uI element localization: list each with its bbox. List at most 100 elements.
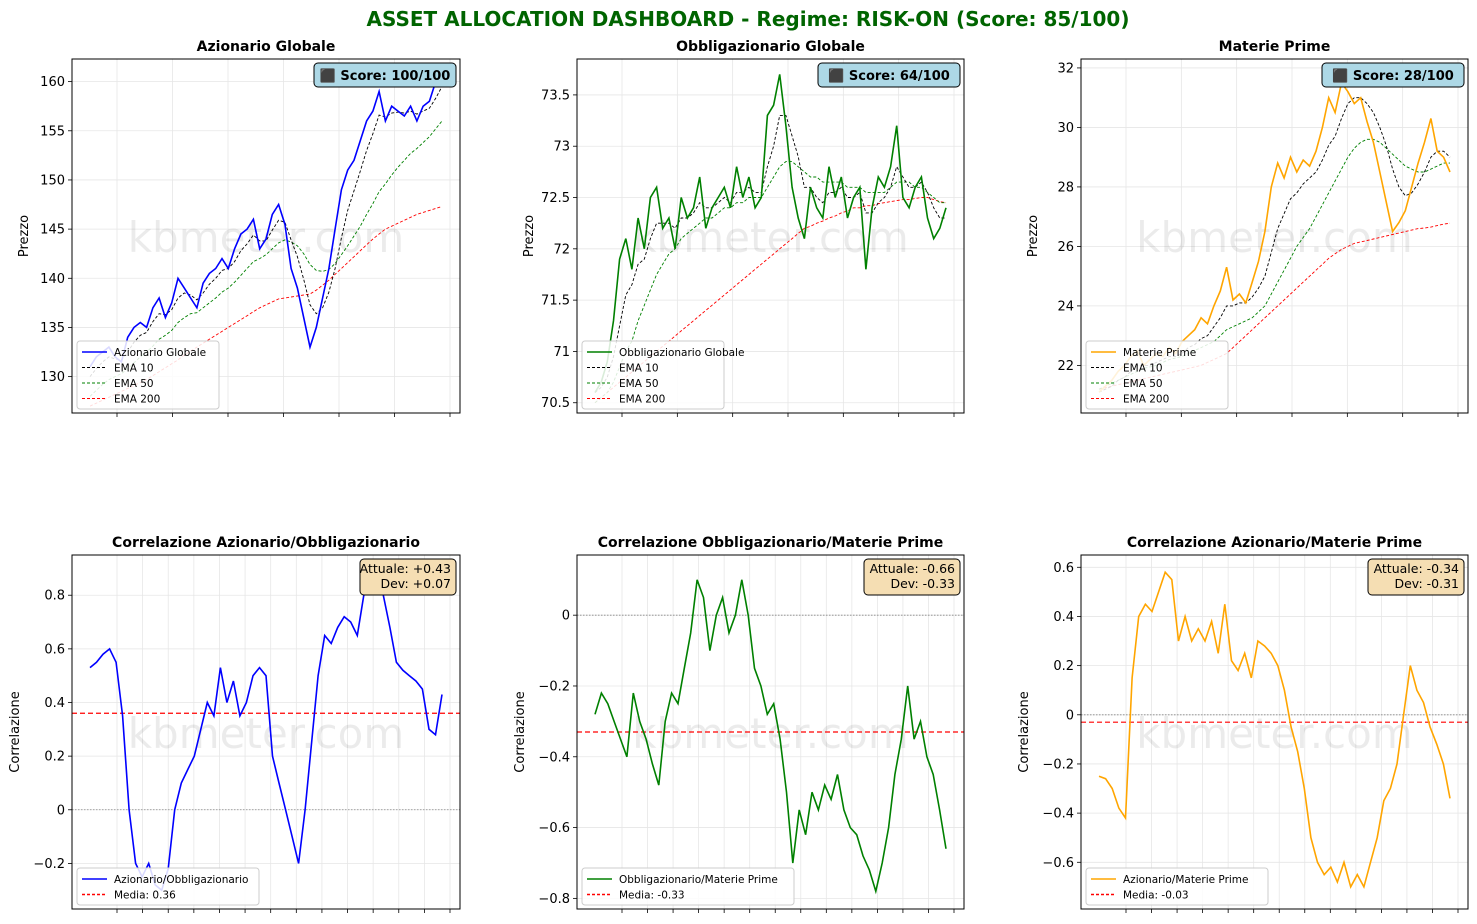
plot-frame — [576, 58, 965, 414]
correlation-info-box — [1367, 558, 1465, 596]
y-tick-label: 72.5 — [541, 191, 570, 206]
series-line — [594, 114, 946, 393]
legend-label: EMA 200 — [619, 394, 665, 406]
legend-label: Azionario/Materie Prime — [1123, 874, 1249, 886]
y-tick-label: 72 — [553, 242, 570, 257]
correlation-info-box — [359, 558, 457, 596]
score-badge-text: ⬛ Score: 100/100 — [320, 68, 451, 84]
y-tick-label: 0.8 — [44, 589, 65, 604]
series-line — [594, 74, 947, 393]
plot-frame — [576, 554, 965, 910]
y-tick-label: 71.5 — [541, 294, 570, 309]
plot-frame — [71, 554, 461, 910]
y-axis-label: Prezzo — [17, 215, 32, 257]
y-tick-label: 22 — [1057, 359, 1074, 374]
y-tick-label: 24 — [1057, 299, 1074, 314]
legend-box — [76, 340, 220, 410]
plot-frame — [1080, 554, 1469, 910]
chart-title: Correlazione Azionario/Materie Prime — [1127, 535, 1422, 551]
y-tick-label: 135 — [40, 321, 65, 336]
correlation-info-text: Dev: +0.07 — [380, 576, 451, 591]
chart-title: Azionario Globale — [197, 39, 336, 55]
y-axis-label: Prezzo — [1026, 215, 1041, 257]
legend-label: EMA 50 — [619, 378, 659, 390]
chart-title: Correlazione Azionario/Obbligazionario — [112, 535, 420, 551]
legend-label: EMA 50 — [114, 378, 154, 390]
y-axis-label: Prezzo — [522, 215, 537, 257]
legend-label: Azionario Globale — [114, 347, 206, 359]
y-tick-label: 0 — [1066, 708, 1074, 723]
y-tick-label: −0.2 — [1042, 757, 1074, 772]
dashboard-title: ASSET ALLOCATION DASHBOARD - Regime: RIS… — [366, 7, 1129, 31]
watermark-text: kbmeter.com — [1136, 213, 1413, 262]
y-tick-label: 0.4 — [44, 696, 65, 711]
watermark-text: kbmeter.com — [1136, 709, 1413, 758]
series-line — [89, 66, 443, 368]
y-tick-label: −0.8 — [538, 892, 570, 907]
score-badge — [817, 62, 961, 88]
correlation-info-box — [863, 558, 961, 596]
y-axis-label: Correlazione — [8, 691, 23, 772]
y-tick-label: 0 — [57, 803, 65, 818]
y-tick-label: 32 — [1057, 61, 1074, 76]
legend-box — [581, 340, 725, 410]
y-tick-label: 26 — [1057, 240, 1074, 255]
series-line — [1098, 97, 1451, 393]
series-line — [89, 206, 443, 407]
y-tick-label: 73 — [553, 140, 570, 155]
chart-panel-1: 130135140145150155160kbmeter.comAzionari… — [17, 39, 461, 417]
legend-label: EMA 200 — [114, 394, 160, 406]
series-line — [594, 579, 947, 895]
y-tick-label: 145 — [40, 223, 65, 238]
series-line — [1098, 570, 1451, 890]
legend-box — [1085, 867, 1269, 906]
y-tick-label: 155 — [40, 124, 65, 139]
y-tick-label: 150 — [40, 173, 65, 188]
y-tick-label: 70.5 — [541, 396, 570, 411]
y-tick-label: 0.2 — [1053, 659, 1074, 674]
plot-frame — [71, 58, 461, 414]
correlation-info-text: Attuale: +0.43 — [360, 561, 451, 576]
legend-label: Materie Prime — [1123, 347, 1196, 359]
y-axis-label: Correlazione — [1017, 691, 1032, 772]
y-tick-label: 140 — [40, 272, 65, 287]
y-tick-label: −0.4 — [538, 750, 570, 765]
legend-label: Media: 0.36 — [114, 890, 176, 902]
chart-panel-2: 70.57171.57272.57373.5kbmeter.comObbliga… — [522, 39, 965, 417]
legend-label: EMA 50 — [1123, 378, 1163, 390]
legend-box — [76, 867, 260, 906]
correlation-info-text: Dev: -0.31 — [1394, 576, 1459, 591]
score-badge-text: ⬛ Score: 64/100 — [828, 68, 950, 84]
y-tick-label: −0.6 — [538, 821, 570, 836]
y-tick-label: −0.4 — [1042, 807, 1074, 822]
legend-label: EMA 10 — [619, 363, 659, 375]
legend-label: Media: -0.33 — [619, 890, 685, 902]
chart-panel-6: −0.6 −0.4 −0.2 0 0.2 0.4 0.6 kbmeter.com Correla… — [1017, 535, 1469, 913]
y-tick-label: 0.6 — [44, 642, 65, 657]
legend-label: Azionario/Obbligazionario — [114, 874, 248, 886]
chart-title: Obbligazionario Globale — [676, 39, 865, 55]
y-tick-label: 160 — [40, 75, 65, 90]
watermark-text: kbmeter.com — [128, 709, 405, 758]
y-tick-label: 0 — [562, 609, 570, 624]
correlation-info-text: Dev: -0.33 — [890, 576, 955, 591]
y-tick-label: 0.2 — [44, 750, 65, 765]
legend-box — [1085, 340, 1229, 410]
y-tick-label: 0.6 — [1053, 561, 1074, 576]
watermark-text: kbmeter.com — [632, 709, 909, 758]
score-badge-text: ⬛ Score: 28/100 — [1332, 68, 1454, 84]
chart-panel-5: −0.8 −0.6 −0.4 −0.2 0 kbmeter.com Correlazione… — [513, 535, 965, 913]
score-badge — [1321, 62, 1465, 88]
legend-box — [581, 867, 795, 906]
series-line — [89, 86, 443, 377]
chart-panel-4: −0.2 0 0.2 0.4 0.6 0.8 kbmeter.com Correlazione… — [8, 535, 461, 913]
y-tick-label: −0.2 — [538, 679, 570, 694]
score-badge — [313, 62, 457, 88]
plot-frame — [1080, 58, 1469, 414]
chart-panel-3: 22 24 26 28 30 32 kbmeter.com Materie Prime Prez… — [1026, 39, 1469, 417]
chart-title: Materie Prime — [1219, 39, 1331, 55]
y-axis-label: Correlazione — [513, 691, 528, 772]
y-tick-label: −0.2 — [33, 857, 65, 872]
y-tick-label: 30 — [1057, 121, 1074, 136]
